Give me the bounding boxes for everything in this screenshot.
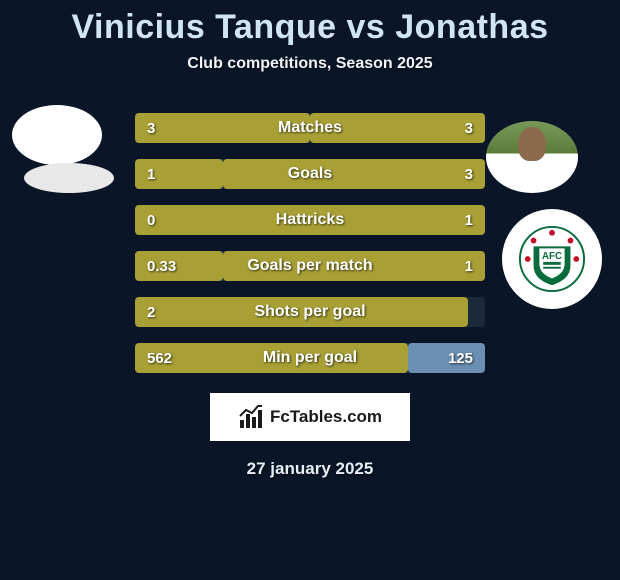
stat-label: Hattricks: [135, 211, 485, 229]
footer-site-name: FcTables.com: [270, 407, 382, 427]
stat-row: 3Matches3: [135, 113, 485, 143]
comparison-content: AFC 3Matches31Goals30Hattricks10.33Goals…: [0, 113, 620, 373]
stat-row: 1Goals3: [135, 159, 485, 189]
club-left-badge: [24, 163, 114, 193]
page-title: Vinicius Tanque vs Jonathas: [0, 8, 620, 47]
stat-label: Min per goal: [135, 349, 485, 367]
stat-row: 562Min per goal125: [135, 343, 485, 373]
stat-label: Shots per goal: [135, 303, 485, 321]
stats-container: 3Matches31Goals30Hattricks10.33Goals per…: [135, 113, 485, 373]
stat-value-right: 125: [448, 350, 473, 367]
chart-icon: [238, 404, 264, 430]
stat-value-right: 1: [465, 258, 473, 275]
stat-row: 2Shots per goal: [135, 297, 485, 327]
main-container: Vinicius Tanque vs Jonathas Club competi…: [0, 0, 620, 479]
footer-logo[interactable]: FcTables.com: [210, 393, 410, 441]
footer-date: 27 january 2025: [0, 459, 620, 479]
stat-label: Goals: [135, 165, 485, 183]
svg-text:AFC: AFC: [542, 251, 562, 262]
stat-row: 0.33Goals per match1: [135, 251, 485, 281]
subtitle: Club competitions, Season 2025: [0, 55, 620, 73]
stat-value-right: 1: [465, 212, 473, 229]
stat-label: Matches: [135, 119, 485, 137]
stat-value-right: 3: [465, 120, 473, 137]
club-crest-icon: AFC: [518, 225, 586, 293]
stat-label: Goals per match: [135, 257, 485, 275]
player-left-avatar: [12, 105, 102, 165]
club-right-badge: AFC: [502, 209, 602, 309]
stat-row: 0Hattricks1: [135, 205, 485, 235]
player-right-avatar: [486, 121, 578, 193]
stat-value-right: 3: [465, 166, 473, 183]
